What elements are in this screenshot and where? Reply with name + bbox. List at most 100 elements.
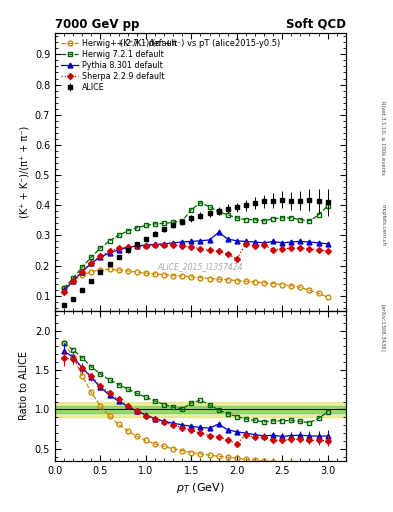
Sherpa 2.2.9 default	[262, 242, 266, 248]
Pythia 8.301 default	[89, 260, 94, 266]
Pythia 8.301 default	[62, 287, 66, 293]
Herwig++ 2.7.1 default	[171, 272, 176, 279]
Herwig 7.2.1 default	[143, 222, 148, 228]
Herwig++ 2.7.1 default	[234, 278, 239, 284]
Herwig 7.2.1 default	[134, 225, 139, 231]
Herwig 7.2.1 default	[198, 200, 203, 206]
Herwig++ 2.7.1 default	[262, 280, 266, 286]
Pythia 8.301 default	[271, 239, 275, 245]
Pythia 8.301 default	[244, 239, 248, 245]
Herwig++ 2.7.1 default	[152, 271, 157, 277]
Herwig++ 2.7.1 default	[80, 272, 84, 278]
Sherpa 2.2.9 default	[225, 251, 230, 257]
Pythia 8.301 default	[325, 241, 330, 247]
Herwig++ 2.7.1 default	[89, 268, 94, 274]
Line: Sherpa 2.2.9 default: Sherpa 2.2.9 default	[62, 242, 330, 294]
Sherpa 2.2.9 default	[189, 244, 194, 250]
Pythia 8.301 default	[71, 278, 75, 284]
Sherpa 2.2.9 default	[180, 243, 185, 249]
Sherpa 2.2.9 default	[216, 248, 221, 254]
Pythia 8.301 default	[98, 254, 103, 260]
Herwig 7.2.1 default	[80, 264, 84, 270]
Pythia 8.301 default	[162, 241, 167, 247]
X-axis label: $p_T$ (GeV): $p_T$ (GeV)	[176, 481, 225, 495]
Sherpa 2.2.9 default	[307, 246, 312, 252]
Herwig++ 2.7.1 default	[107, 266, 112, 272]
Text: Rivet 3.1.10, ≥ 100k events: Rivet 3.1.10, ≥ 100k events	[381, 101, 386, 175]
Pythia 8.301 default	[116, 247, 121, 253]
Pythia 8.301 default	[316, 240, 321, 246]
Text: ALICE_2015_I1357424: ALICE_2015_I1357424	[158, 262, 243, 271]
Sherpa 2.2.9 default	[298, 245, 303, 251]
Legend: Herwig++ 2.7.1 default, Herwig 7.2.1 default, Pythia 8.301 default, Sherpa 2.2.9: Herwig++ 2.7.1 default, Herwig 7.2.1 def…	[59, 37, 178, 94]
Pythia 8.301 default	[207, 237, 212, 243]
Herwig 7.2.1 default	[171, 219, 176, 225]
Herwig++ 2.7.1 default	[143, 270, 148, 276]
Herwig 7.2.1 default	[180, 218, 185, 224]
Sherpa 2.2.9 default	[152, 242, 157, 248]
Text: [arXiv:1306.3436]: [arXiv:1306.3436]	[381, 304, 386, 352]
Pythia 8.301 default	[152, 241, 157, 247]
Herwig 7.2.1 default	[244, 217, 248, 223]
Line: Pythia 8.301 default: Pythia 8.301 default	[62, 230, 330, 293]
Herwig 7.2.1 default	[207, 204, 212, 210]
Pythia 8.301 default	[253, 239, 257, 245]
Herwig++ 2.7.1 default	[307, 287, 312, 293]
Pythia 8.301 default	[171, 240, 176, 246]
Sherpa 2.2.9 default	[280, 246, 285, 252]
Herwig++ 2.7.1 default	[225, 276, 230, 283]
Sherpa 2.2.9 default	[98, 253, 103, 259]
Herwig++ 2.7.1 default	[180, 273, 185, 279]
Herwig++ 2.7.1 default	[71, 278, 75, 284]
Y-axis label: Ratio to ALICE: Ratio to ALICE	[19, 351, 29, 420]
Pythia 8.301 default	[216, 229, 221, 236]
Pythia 8.301 default	[289, 239, 294, 245]
Herwig++ 2.7.1 default	[316, 290, 321, 296]
Pythia 8.301 default	[262, 240, 266, 246]
Pythia 8.301 default	[198, 238, 203, 244]
Herwig 7.2.1 default	[107, 238, 112, 244]
Pythia 8.301 default	[280, 240, 285, 246]
Sherpa 2.2.9 default	[162, 242, 167, 248]
Pythia 8.301 default	[125, 244, 130, 250]
Herwig++ 2.7.1 default	[207, 275, 212, 282]
Sherpa 2.2.9 default	[253, 243, 257, 249]
Sherpa 2.2.9 default	[71, 278, 75, 284]
Sherpa 2.2.9 default	[80, 268, 84, 274]
Herwig 7.2.1 default	[271, 216, 275, 222]
Herwig++ 2.7.1 default	[189, 274, 194, 280]
Pythia 8.301 default	[80, 268, 84, 274]
Sherpa 2.2.9 default	[89, 260, 94, 266]
Herwig++ 2.7.1 default	[325, 294, 330, 301]
Herwig++ 2.7.1 default	[271, 281, 275, 287]
Herwig 7.2.1 default	[125, 228, 130, 234]
Y-axis label: (K⁺ + K⁻)/(π⁺ + π⁻): (K⁺ + K⁻)/(π⁺ + π⁻)	[19, 126, 29, 218]
Sherpa 2.2.9 default	[325, 248, 330, 254]
Herwig 7.2.1 default	[325, 203, 330, 209]
Herwig++ 2.7.1 default	[280, 282, 285, 288]
Sherpa 2.2.9 default	[125, 244, 130, 250]
Sherpa 2.2.9 default	[289, 245, 294, 251]
Text: Soft QCD: Soft QCD	[286, 18, 346, 31]
Text: 7000 GeV pp: 7000 GeV pp	[55, 18, 140, 31]
Herwig 7.2.1 default	[116, 232, 121, 239]
Sherpa 2.2.9 default	[134, 243, 139, 249]
Herwig 7.2.1 default	[298, 217, 303, 223]
Herwig++ 2.7.1 default	[216, 276, 221, 282]
Line: Herwig++ 2.7.1 default: Herwig++ 2.7.1 default	[62, 267, 330, 300]
Herwig 7.2.1 default	[280, 215, 285, 221]
Herwig 7.2.1 default	[98, 245, 103, 251]
Herwig 7.2.1 default	[162, 220, 167, 226]
Sherpa 2.2.9 default	[171, 242, 176, 248]
Pythia 8.301 default	[298, 239, 303, 245]
Herwig++ 2.7.1 default	[289, 283, 294, 289]
Herwig++ 2.7.1 default	[162, 271, 167, 278]
Herwig 7.2.1 default	[152, 221, 157, 227]
Herwig 7.2.1 default	[262, 218, 266, 224]
Herwig 7.2.1 default	[225, 212, 230, 218]
Pythia 8.301 default	[107, 250, 112, 256]
Pythia 8.301 default	[234, 238, 239, 244]
Herwig 7.2.1 default	[289, 215, 294, 221]
Sherpa 2.2.9 default	[271, 247, 275, 253]
Text: mcplots.cern.ch: mcplots.cern.ch	[381, 204, 386, 246]
